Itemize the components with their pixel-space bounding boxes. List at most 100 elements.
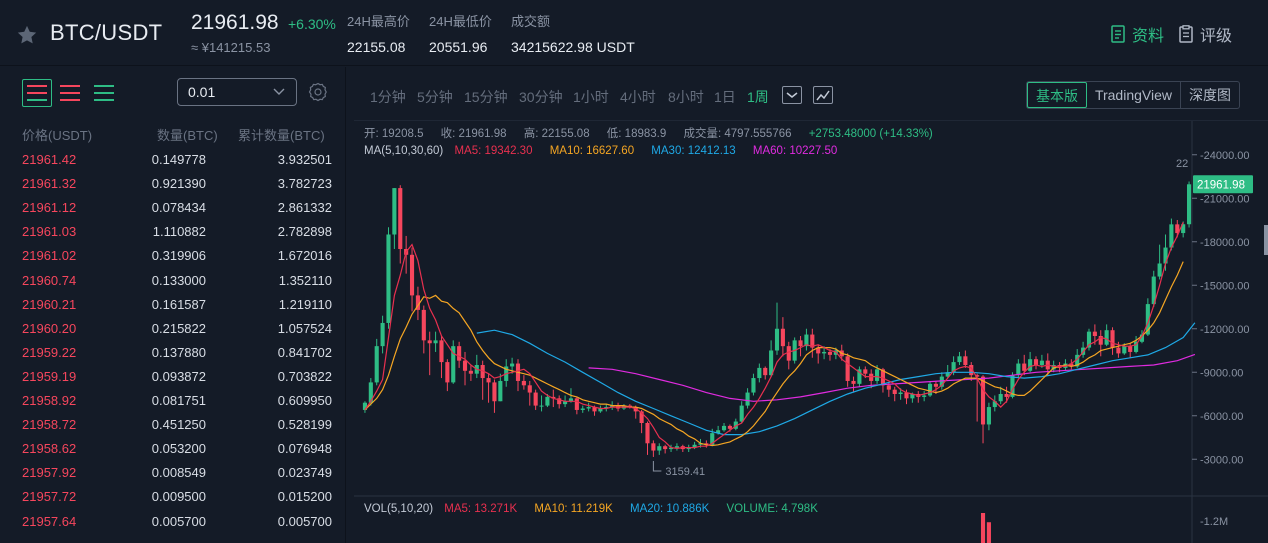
candle-body <box>1039 360 1044 365</box>
precision-value: 0.01 <box>188 84 216 100</box>
ohlc-legend: 开: 19208.5 收: 21961.98 高: 22155.08 低: 18… <box>364 125 947 141</box>
candle-body <box>451 346 456 383</box>
candle-body <box>674 446 679 448</box>
candle-body <box>927 383 933 396</box>
ask-amount: 0.161587 <box>151 296 206 312</box>
ask-row[interactable]: 21958.92 0.081751 0.609950 <box>0 389 346 413</box>
ask-price: 21957.92 <box>22 465 77 481</box>
candle-body <box>468 370 473 374</box>
timeframe-more-button[interactable] <box>782 86 802 104</box>
candle-body <box>386 234 391 323</box>
candle-body <box>545 396 550 406</box>
timeframe-4[interactable]: 1小时 <box>573 89 609 105</box>
last-price: 21961.98 <box>191 11 279 34</box>
view-tab-1[interactable]: TradingView <box>1087 82 1181 108</box>
indicator-button[interactable] <box>813 86 833 104</box>
ask-total: 1.352110 <box>278 272 332 288</box>
candle-body <box>533 392 538 406</box>
timeframe-0[interactable]: 1分钟 <box>370 89 406 105</box>
timeframe-8[interactable]: 1周 <box>747 89 769 105</box>
clipboard-icon <box>1179 25 1193 43</box>
view-tab-0[interactable]: 基本版 <box>1026 82 1087 108</box>
ask-row[interactable]: 21960.74 0.133000 1.352110 <box>0 269 346 293</box>
timeframe-1[interactable]: 5分钟 <box>417 89 453 105</box>
candle-body <box>1145 304 1150 335</box>
candle-body <box>1110 330 1115 348</box>
ask-total: 1.057524 <box>277 320 332 336</box>
ask-amount: 0.133000 <box>151 272 206 288</box>
ma30-value: MA30: 12412.13 <box>651 145 736 157</box>
ask-row[interactable]: 21961.12 0.078434 2.861332 <box>0 196 346 220</box>
candle-body <box>510 363 515 367</box>
candle-body <box>704 443 709 445</box>
orderbook-bids-toggle[interactable] <box>89 79 119 107</box>
timeframe-2[interactable]: 15分钟 <box>464 89 508 105</box>
candle-body <box>686 447 691 450</box>
candle-body <box>539 405 544 407</box>
ask-row[interactable]: 21959.22 0.137880 0.841702 <box>0 341 346 365</box>
ask-row[interactable]: 21958.72 0.451250 0.528199 <box>0 413 346 437</box>
ask-row[interactable]: 21961.42 0.149778 3.932501 <box>0 148 346 172</box>
candle-body <box>786 346 791 361</box>
candle-body <box>427 340 432 344</box>
timeframe-5[interactable]: 4小时 <box>620 89 656 105</box>
ask-row[interactable]: 21957.64 0.005700 0.005700 <box>0 510 346 534</box>
orderbook-asks-toggle[interactable] <box>55 79 85 107</box>
candle-body <box>580 408 585 410</box>
candle-body <box>657 446 662 451</box>
gear-icon[interactable] <box>308 82 328 102</box>
star-icon[interactable] <box>16 24 38 46</box>
candle-body <box>480 365 485 379</box>
ask-row[interactable]: 21959.19 0.093872 0.703822 <box>0 365 346 389</box>
trading-pair[interactable]: BTC/USDT <box>50 20 163 45</box>
ma10-line <box>364 261 1184 447</box>
candle-body <box>1151 276 1156 305</box>
ask-row[interactable]: 21957.72 0.009500 0.015200 <box>0 485 346 509</box>
ask-row[interactable]: 21957.92 0.008549 0.023749 <box>0 461 346 485</box>
ask-row[interactable]: 21960.20 0.215822 1.057524 <box>0 317 346 341</box>
ask-row[interactable]: 21961.02 0.319906 1.672016 <box>0 244 346 268</box>
timeframe-3[interactable]: 30分钟 <box>519 89 563 105</box>
ma5-value: MA5: 19342.30 <box>454 145 533 157</box>
ask-row[interactable]: 21961.32 0.921390 3.782723 <box>0 172 346 196</box>
candle-body <box>933 383 938 387</box>
candle-body <box>1016 363 1021 376</box>
candlestick-chart[interactable]: -24000.00 -21000.00 -18000.00 -15000.00 -120… <box>354 121 1268 543</box>
candle-body <box>1098 336 1103 345</box>
ask-total: 0.005700 <box>277 513 332 529</box>
info-link[interactable]: 资料 <box>1110 22 1164 46</box>
ask-row[interactable]: 21958.62 0.053200 0.076948 <box>0 437 346 461</box>
candle-body <box>1075 354 1080 367</box>
ask-amount: 0.921390 <box>151 176 206 192</box>
col-amount-header: 数量(BTC) <box>157 128 218 143</box>
y-tick-label: -6000.00 <box>1200 411 1243 423</box>
ask-row[interactable]: 21961.03 1.110882 2.782898 <box>0 220 346 244</box>
precision-select[interactable]: 0.01 <box>177 78 297 106</box>
scroll-handle[interactable] <box>1264 225 1268 255</box>
line-chart-icon <box>816 90 830 101</box>
ask-price: 21957.72 <box>22 489 77 505</box>
ma30-line <box>476 322 1196 436</box>
candle-body <box>757 367 762 379</box>
min-price-label: 3159.41 <box>665 466 705 478</box>
ask-row[interactable]: 21960.21 0.161587 1.219110 <box>0 293 346 317</box>
candle-body <box>368 382 373 403</box>
ma-legend: MA(5,10,30,60) MA5: 19342.30 MA10: 16627… <box>364 145 851 157</box>
candle-body <box>969 365 974 376</box>
view-tab-2[interactable]: 深度图 <box>1189 87 1231 103</box>
ask-amount: 0.215822 <box>151 320 206 336</box>
high-value: 22155.08 <box>347 39 406 55</box>
top-header: BTC/USDT 21961.98 +6.30% ≈ ¥141215.53 24… <box>0 0 1268 66</box>
candle-body <box>663 446 668 450</box>
orderbook-both-toggle[interactable] <box>22 79 52 107</box>
candle-body <box>362 402 368 410</box>
info-link-label: 资料 <box>1132 28 1165 45</box>
timeframe-6[interactable]: 8小时 <box>668 89 704 105</box>
current-price-tag <box>1193 175 1253 194</box>
rating-link[interactable]: 评级 <box>1178 22 1232 46</box>
candle-body <box>733 421 738 429</box>
ma5-line <box>364 222 1184 450</box>
ask-amount: 0.137880 <box>151 344 206 360</box>
candle-body <box>433 340 438 344</box>
timeframe-7[interactable]: 1日 <box>714 89 736 105</box>
